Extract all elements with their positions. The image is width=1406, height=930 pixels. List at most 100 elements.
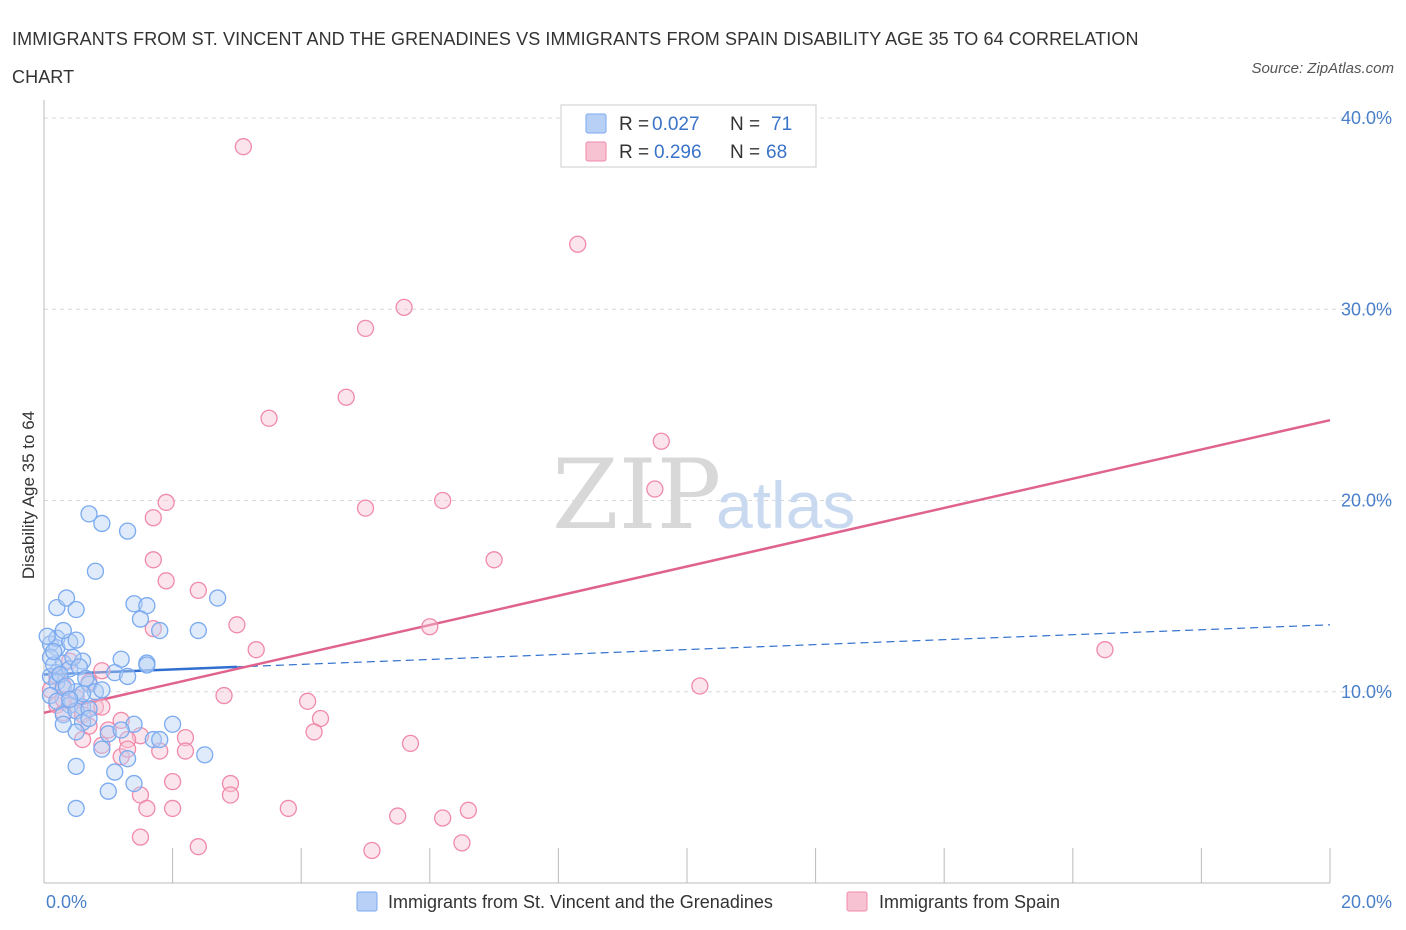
bottom-legend-label: Immigrants from Spain [879, 892, 1060, 912]
data-point-st-vincent [80, 505, 98, 523]
legend-box: R = 0.027 N = 71 R = 0.296 N = 68 [560, 104, 817, 168]
data-point-spain [298, 692, 317, 710]
data-point-st-vincent [138, 656, 156, 674]
data-point-st-vincent [80, 709, 98, 728]
legend-n-label: N = [730, 114, 760, 135]
data-point-st-vincent [163, 715, 182, 733]
data-point-spain [93, 662, 111, 680]
data-point-st-vincent [93, 681, 111, 699]
legend-swatch-blue [585, 113, 607, 134]
data-point-spain [337, 388, 355, 406]
data-point-st-vincent [54, 621, 72, 640]
data-point-spain [569, 235, 587, 253]
data-point-st-vincent [106, 663, 124, 682]
data-point-spain [163, 772, 182, 791]
y-axis-label: Disability Age 35 to 64 [19, 411, 38, 579]
data-point-st-vincent [86, 683, 105, 701]
data-point-st-vincent [125, 774, 143, 793]
data-point-spain [228, 616, 246, 634]
data-point-st-vincent [77, 669, 95, 688]
watermark-zip: ZIP [552, 439, 721, 551]
data-point-st-vincent [64, 648, 82, 666]
data-point-spain [176, 742, 195, 760]
legend-swatch-pink [585, 141, 607, 162]
data-point-st-vincent [151, 621, 169, 640]
data-point-st-vincent [57, 677, 76, 695]
data-point-spain [189, 838, 207, 856]
data-point-spain [157, 572, 175, 590]
data-point-spain [112, 711, 130, 730]
source-label: Source: ZipAtlas.com [1251, 60, 1394, 77]
watermark-atlas: atlas [716, 468, 855, 542]
x-tick-label: 0.0% [46, 892, 87, 912]
data-point-st-vincent [151, 730, 169, 749]
trend-line-st-vincent-extension [236, 624, 1331, 668]
data-point-st-vincent [112, 721, 130, 739]
data-point-spain [144, 509, 162, 527]
legend-r-value: 0.027 [652, 114, 700, 135]
legend-r-label: R = [619, 114, 649, 135]
data-point-spain [459, 801, 478, 819]
data-point-st-vincent [125, 595, 143, 613]
data-point-st-vincent [106, 763, 124, 781]
bottom-legend-swatch-pink [846, 891, 868, 912]
data-point-st-vincent [99, 782, 117, 800]
legend-r-label: R = [619, 142, 649, 163]
data-point-spain [652, 432, 670, 450]
data-point-st-vincent [54, 706, 72, 724]
data-point-st-vincent [67, 600, 85, 619]
data-point-spain [118, 730, 137, 749]
data-point-spain [138, 799, 156, 818]
data-point-spain [163, 799, 182, 818]
y-tick-label: 10.0% [1341, 682, 1392, 702]
data-point-spain [221, 786, 240, 804]
data-point-spain [260, 409, 278, 427]
data-point-st-vincent [196, 746, 214, 764]
data-point-spain [305, 723, 323, 741]
data-point-st-vincent [44, 642, 63, 661]
data-point-spain [1096, 641, 1114, 659]
data-point-spain [189, 581, 207, 600]
grid-lines [44, 117, 1390, 693]
data-point-spain [356, 499, 375, 517]
data-point-spain [131, 828, 150, 846]
data-point-st-vincent [208, 589, 227, 607]
legend-n-value: 68 [766, 142, 787, 163]
y-tick-label: 40.0% [1341, 108, 1392, 128]
data-point-spain [434, 491, 452, 510]
data-point-st-vincent [99, 725, 117, 743]
data-point-spain [176, 729, 195, 747]
chart-title: IMMIGRANTS FROM ST. VINCENT AND THE GREN… [12, 29, 1139, 87]
data-point-spain [401, 734, 420, 753]
bottom-legend-swatch-blue [356, 891, 378, 912]
data-point-st-vincent [54, 715, 72, 733]
data-point-st-vincent [93, 514, 111, 533]
data-point-spain [157, 493, 175, 512]
bottom-legend-label: Immigrants from St. Vincent and the Gren… [388, 892, 773, 912]
data-point-st-vincent [189, 621, 207, 640]
data-point-spain [215, 686, 233, 705]
x-tick-label: 20.0% [1341, 892, 1392, 912]
data-point-spain [395, 298, 413, 316]
y-tick-label: 30.0% [1341, 299, 1392, 319]
data-point-spain [247, 641, 265, 659]
data-point-st-vincent [86, 562, 105, 580]
axes [43, 100, 1331, 884]
data-point-spain [144, 551, 162, 569]
data-point-spain [388, 807, 407, 825]
data-point-st-vincent [38, 627, 56, 645]
legend-r-value: 0.296 [654, 142, 702, 163]
data-point-spain [93, 698, 111, 716]
y-tick-label: 20.0% [1341, 491, 1392, 511]
legend-n-label: N = [730, 142, 760, 163]
trend-line-spain [43, 418, 1331, 715]
data-point-st-vincent [93, 740, 111, 758]
data-point-spain [234, 138, 252, 156]
x-tick-labels: 0.0% 20.0% [46, 892, 1392, 912]
watermark: ZIP atlas [552, 439, 855, 551]
data-point-spain [421, 618, 439, 636]
data-point-st-vincent [67, 723, 85, 741]
data-point-st-vincent [67, 799, 85, 818]
data-point-spain [356, 319, 375, 338]
